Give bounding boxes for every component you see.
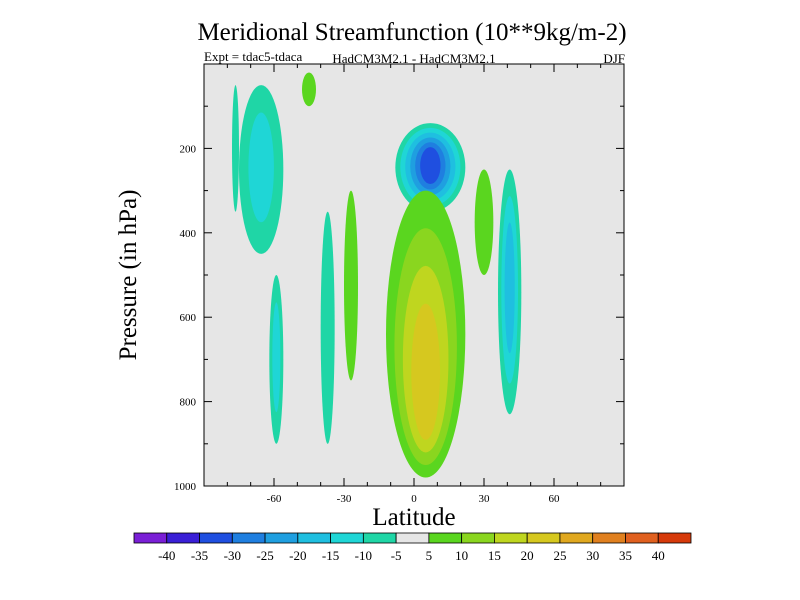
contour-level--10 xyxy=(248,112,274,223)
colorbar-tick-label: -30 xyxy=(224,548,241,563)
colorbar-tick-label: -40 xyxy=(158,548,175,563)
y-tick-label: 600 xyxy=(180,312,197,324)
colorbar-tick-label: 25 xyxy=(553,548,566,563)
chart-title: Meridional Streamfunction (10**9kg/m-2) xyxy=(197,19,626,46)
contour-upper-positive-1 xyxy=(302,72,316,107)
y-tick-label: 800 xyxy=(180,397,197,409)
colorbar-tick-label: -15 xyxy=(322,548,339,563)
colorbar-swatch xyxy=(395,532,430,544)
contour-level--5 xyxy=(320,211,335,444)
x-tick-label: -60 xyxy=(267,493,282,505)
contour-level--10 xyxy=(272,302,281,413)
contour-southern-high-cell-1 xyxy=(232,85,239,212)
colorbar-swatch xyxy=(559,532,594,544)
y-tick-label: 400 xyxy=(180,228,197,240)
colorbar-tick-label: -25 xyxy=(256,548,273,563)
contour-upper-negative-core xyxy=(395,123,466,212)
contour-positive-ring xyxy=(386,190,466,478)
x-axis-label: Latitude xyxy=(372,504,455,531)
contour-level-5 xyxy=(474,169,494,275)
contour-level-5 xyxy=(302,72,316,107)
colorbar-swatch xyxy=(166,532,200,544)
colorbar-swatch xyxy=(428,532,463,544)
colorbar-tick-label: -20 xyxy=(289,548,306,563)
colorbar-swatch xyxy=(362,532,397,544)
model-comparison-label: HadCM3M2.1 - HadCM3M2.1 xyxy=(332,51,495,66)
x-tick-label: 0 xyxy=(411,493,417,505)
contour-level-20 xyxy=(411,303,441,440)
colorbar-swatch xyxy=(526,532,561,544)
colorbar-tick-label: 5 xyxy=(426,548,433,563)
colorbar-swatch xyxy=(264,532,299,544)
colorbar-swatch xyxy=(133,532,168,544)
colorbar-tick-label: 40 xyxy=(652,548,665,563)
colorbar-swatch xyxy=(199,532,233,544)
x-tick-label: 60 xyxy=(549,493,561,505)
colorbar-tick-label: -10 xyxy=(355,548,372,563)
contour-midlat-neg-left xyxy=(320,211,335,444)
contour-field xyxy=(232,72,522,478)
colorbar-swatch xyxy=(231,532,266,544)
colorbar-swatch xyxy=(657,532,692,544)
y-tick-label: 200 xyxy=(180,143,197,155)
contour-level-5 xyxy=(344,190,358,381)
colorbar-swatch xyxy=(461,532,495,544)
colorbar-tick-label: 20 xyxy=(521,548,534,563)
contour-level--30 xyxy=(420,147,441,185)
contour-eastern-neg-cell xyxy=(498,169,522,415)
colorbar-tick-label: 35 xyxy=(619,548,632,563)
colorbar-tick-label: 15 xyxy=(488,548,501,563)
contour-midlat-pos-left xyxy=(344,190,358,381)
contour-level--5 xyxy=(232,85,239,212)
colorbar-swatch xyxy=(297,532,331,544)
colorbar-tick-label: -5 xyxy=(391,548,402,563)
experiment-label: Expt = tdac5-tdaca xyxy=(204,49,303,64)
x-tick-label: 30 xyxy=(479,493,491,505)
colorbar-swatch xyxy=(494,532,528,544)
contour-southern-cell-3 xyxy=(269,275,284,444)
colorbar-tick-label: 30 xyxy=(586,548,599,563)
y-axis-label: Pressure (in hPa) xyxy=(115,190,142,361)
colorbar-swatch xyxy=(625,532,659,544)
contour-upper-right-pos xyxy=(474,169,494,275)
colorbar: -40 -35 -30 -25 -20 -15 -10 -5 5 10 15 20 25 30 35 40 xyxy=(133,532,692,563)
x-tick-label: -30 xyxy=(337,493,352,505)
colorbar-tick-label: -35 xyxy=(191,548,208,563)
axis-ticks: -60 -30 0 30 60 200 400 600 800 1000 xyxy=(174,64,624,505)
contour-level--15 xyxy=(504,222,515,354)
season-label: DJF xyxy=(603,51,625,66)
colorbar-tick-label: 10 xyxy=(455,548,468,563)
colorbar-swatch xyxy=(330,532,364,544)
y-tick-label: 1000 xyxy=(174,481,197,493)
contour-southern-cell-2 xyxy=(238,85,284,254)
colorbar-swatch xyxy=(592,532,626,544)
